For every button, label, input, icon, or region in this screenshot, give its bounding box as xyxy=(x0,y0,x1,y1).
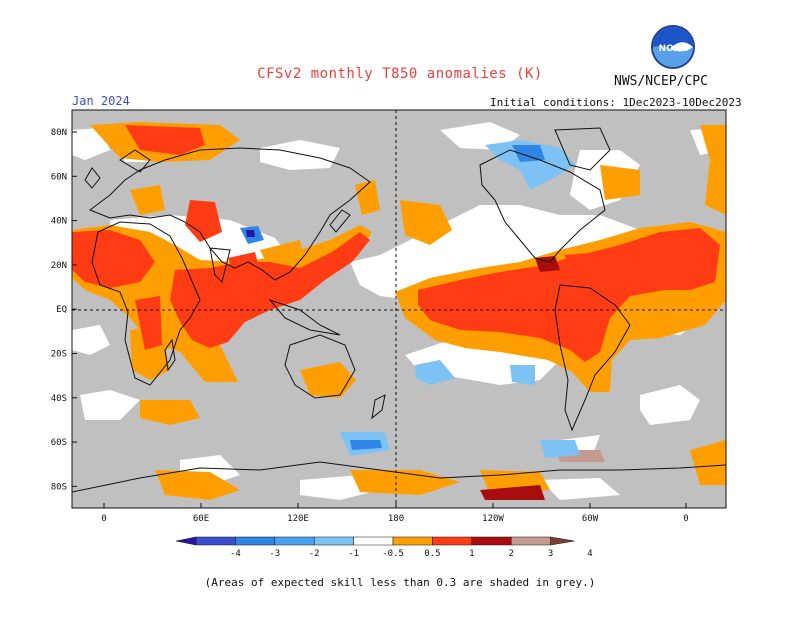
legend-label: 3 xyxy=(548,549,553,559)
legend-swatch xyxy=(274,536,315,546)
lat-label: 20S xyxy=(51,350,67,360)
lat-label: 60S xyxy=(51,438,67,448)
lat-label: 60N xyxy=(51,172,67,182)
lat-label: EQ xyxy=(56,305,67,315)
lon-label: 0 xyxy=(101,514,106,524)
footnote: (Areas of expected skill less than 0.3 a… xyxy=(204,576,596,589)
legend-label: -3 xyxy=(269,549,280,559)
legend-swatch xyxy=(471,536,512,546)
legend-swatch xyxy=(432,536,473,546)
legend-swatch xyxy=(235,536,276,546)
lon-label: 120E xyxy=(287,514,309,524)
lon-label: 0 xyxy=(683,514,688,524)
legend-label: -4 xyxy=(230,549,241,559)
map-field xyxy=(72,110,726,508)
legend-label: -0.5 xyxy=(382,549,404,559)
legend-label: 4 xyxy=(587,549,592,559)
legend-label: -2 xyxy=(309,549,320,559)
legend-swatch xyxy=(510,536,551,546)
legend-arrow-low xyxy=(175,536,197,546)
latitude-labels: 80N 60N 40N 20N EQ 20S 40S 60S 80S xyxy=(51,128,77,492)
legend-swatch xyxy=(392,536,433,546)
legend-swatch xyxy=(195,536,236,546)
lat-label: 40N xyxy=(51,217,67,227)
red-regions xyxy=(72,125,720,362)
legend-swatch xyxy=(353,536,394,546)
noaa-logo-icon: NOAA xyxy=(650,24,696,74)
lat-label: 80S xyxy=(51,482,67,492)
lon-label: 60E xyxy=(193,514,209,524)
org-label: NWS/NCEP/CPC xyxy=(614,74,708,89)
lon-label: 180 xyxy=(388,514,404,524)
logo-text: NOAA xyxy=(659,44,688,54)
legend-label: -1 xyxy=(348,549,359,559)
lat-label: 80N xyxy=(51,128,67,138)
deepblue-regions xyxy=(246,230,255,237)
color-legend: -4 -3 -2 -1 -0.5 0.5 1 2 3 4 xyxy=(175,536,593,559)
legend-swatch xyxy=(313,536,354,546)
legend-label: 0.5 xyxy=(424,549,440,559)
legend-arrow-high xyxy=(550,536,575,546)
longitude-labels: 0 60E 120E 180 120W 60W 0 xyxy=(101,503,689,524)
legend-label: 1 xyxy=(469,549,474,559)
lat-label: 20N xyxy=(51,261,67,271)
initial-conditions: Initial conditions: 1Dec2023-10Dec2023 xyxy=(490,96,742,109)
forecast-month: Jan 2024 xyxy=(72,94,130,108)
lightblue-regions xyxy=(340,140,580,458)
coastlines xyxy=(72,127,726,493)
lat-label: 40S xyxy=(51,394,67,404)
map-title: CFSv2 monthly T850 anomalies (K) xyxy=(257,66,543,82)
lon-label: 120W xyxy=(482,514,504,524)
lon-label: 60W xyxy=(582,514,599,524)
legend-label: 2 xyxy=(508,549,513,559)
